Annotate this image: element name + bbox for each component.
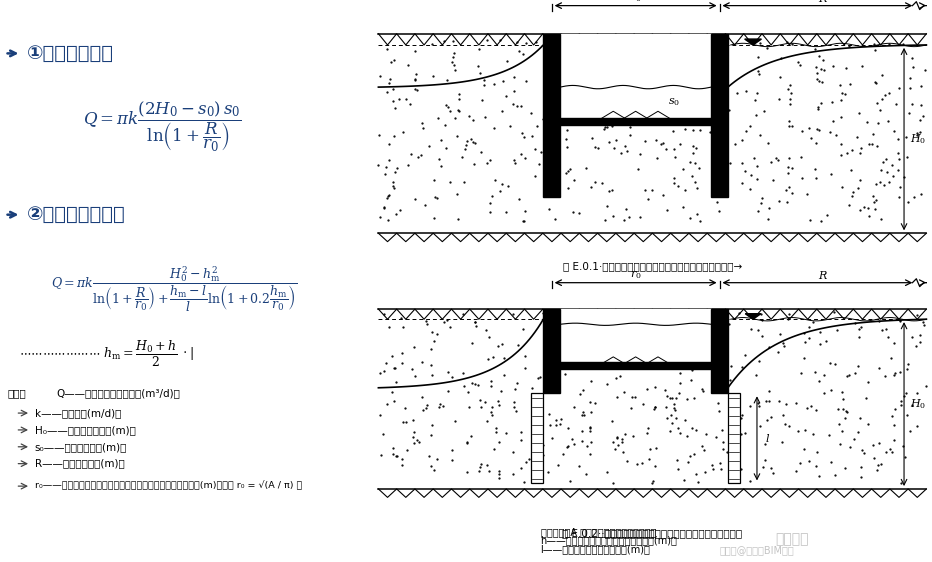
Bar xyxy=(543,309,560,393)
Text: k——渗透系数(m/d)；: k——渗透系数(m/d)； xyxy=(34,408,121,418)
Text: $Q = \pi k \dfrac{H_0^2 - h_\mathrm{m}^2}{\ln\!\left(1+\dfrac{R}{r_0}\right)+\df: $Q = \pi k \dfrac{H_0^2 - h_\mathrm{m}^2… xyxy=(51,265,297,314)
Bar xyxy=(711,309,728,393)
Text: R——降水影响半径(m)；: R——降水影响半径(m)； xyxy=(34,459,125,469)
Text: 图 E.0.2··按均质含水层潜水非完整井简化的基坑湧水量计算: 图 E.0.2··按均质含水层潜水非完整井简化的基坑湧水量计算 xyxy=(562,528,743,538)
Text: H₀——潜水含水层厚度(m)；: H₀——潜水含水层厚度(m)； xyxy=(34,425,136,435)
Bar xyxy=(531,393,543,483)
Text: s₀——基坑水位降深(m)；: s₀——基坑水位降深(m)； xyxy=(34,442,127,452)
Text: ①潜水完整井：: ①潜水完整井： xyxy=(27,44,114,63)
Text: $R$: $R$ xyxy=(818,269,828,281)
Bar xyxy=(543,34,560,197)
Text: l——滤管有效工作部分的长度(m)；: l——滤管有效工作部分的长度(m)； xyxy=(541,544,651,554)
Bar xyxy=(560,118,711,125)
Text: 微狐号@艾三维BIM和询: 微狐号@艾三维BIM和询 xyxy=(720,545,794,555)
Polygon shape xyxy=(745,39,761,45)
Bar xyxy=(728,393,740,483)
Text: 筑龙岩土: 筑龙岩土 xyxy=(775,533,809,546)
Text: $l$: $l$ xyxy=(765,432,771,445)
Text: ②潜水非完整井：: ②潜水非完整井： xyxy=(27,205,126,224)
Bar xyxy=(711,34,728,197)
Text: $r_0$: $r_0$ xyxy=(630,0,641,4)
Bar xyxy=(560,34,711,118)
Text: $\cdots\cdots\cdots\cdots\cdots\cdots\cdots\; h_\mathrm{m} = \dfrac{H_0 + h}{2}\: $\cdots\cdots\cdots\cdots\cdots\cdots\cd… xyxy=(20,339,194,369)
Text: r₀——沿基坑周边均匀布置的降水井群所围面积等效圆的半径(m)；可按 r₀ = √(A / π) 计: r₀——沿基坑周边均匀布置的降水井群所围面积等效圆的半径(m)；可按 r₀ = … xyxy=(34,482,302,491)
Text: Q——基坑降水的总湧水量(m³/d)；: Q——基坑降水的总湧水量(m³/d)； xyxy=(56,388,180,398)
Text: h——基坑动水位至的含水层底面的深度(m)；: h——基坑动水位至的含水层底面的深度(m)； xyxy=(541,536,678,546)
Bar xyxy=(560,309,711,362)
Text: $Q = \pi k \dfrac{(2H_0 - s_0)\,s_0}{\ln\!\left(1 + \dfrac{R}{r_0}\right)}$: $Q = \pi k \dfrac{(2H_0 - s_0)\,s_0}{\ln… xyxy=(83,99,241,153)
Text: $H_0$: $H_0$ xyxy=(910,397,926,411)
Polygon shape xyxy=(746,314,761,319)
Text: $s_0$: $s_0$ xyxy=(668,97,680,108)
Text: $r_0$: $r_0$ xyxy=(630,269,641,281)
Text: $H_0$: $H_0$ xyxy=(910,132,926,146)
Text: 式中：: 式中： xyxy=(7,388,26,398)
Text: $R$: $R$ xyxy=(818,0,828,4)
Text: 算．此处，A 为降水井群连线所围的面积；: 算．此处，A 为降水井群连线所围的面积； xyxy=(541,527,656,537)
Text: 图 E.0.1·按均质含水层潜水完整井简化的基坑湧水量计算→: 图 E.0.1·按均质含水层潜水完整井简化的基坑湧水量计算→ xyxy=(563,261,742,271)
Bar xyxy=(560,362,711,369)
